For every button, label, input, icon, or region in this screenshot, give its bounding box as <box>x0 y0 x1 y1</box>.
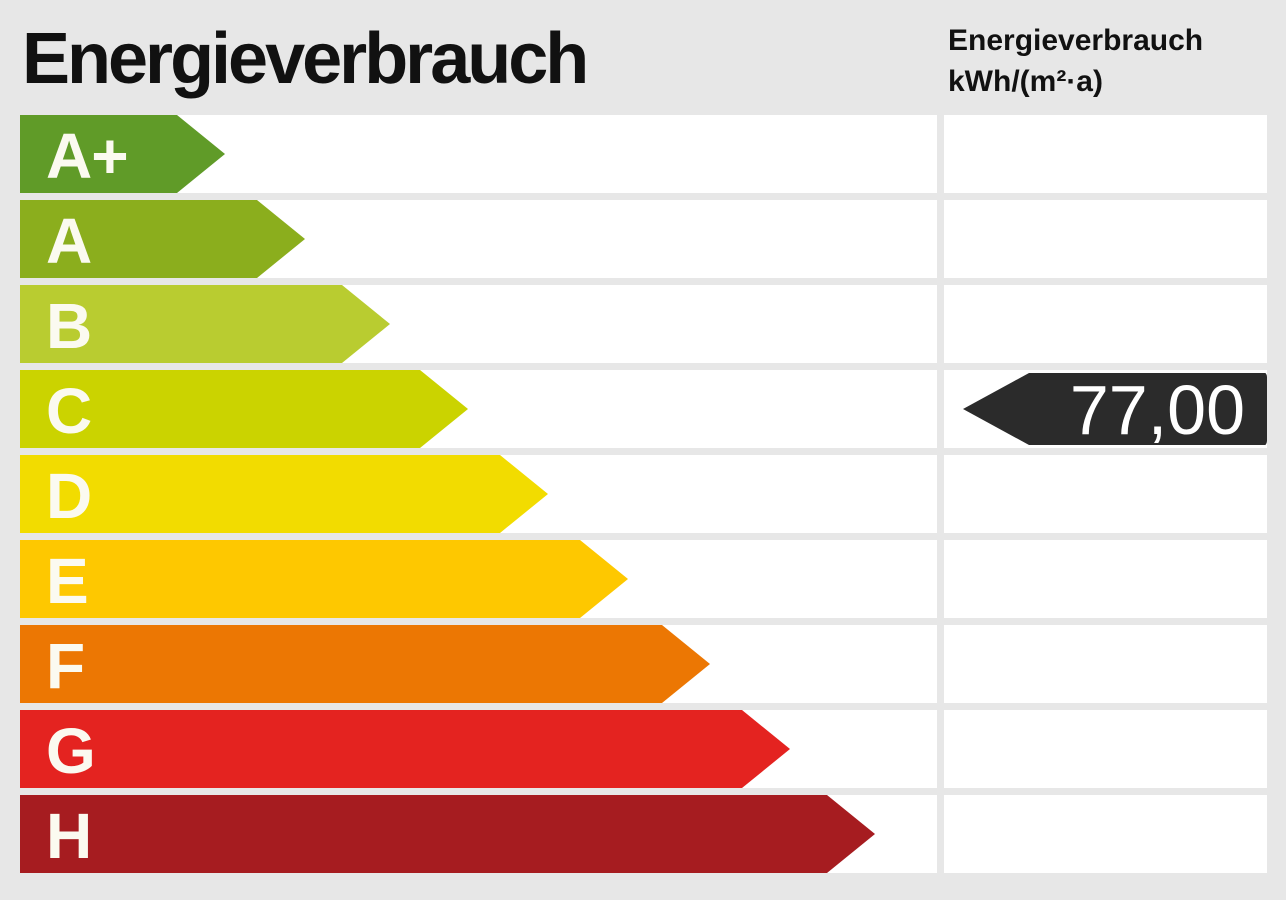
value-cell <box>944 115 1267 193</box>
value-cell <box>944 285 1267 363</box>
unit-label-line1: Energieverbrauch <box>948 24 1204 57</box>
scale-row-b: B <box>20 285 1267 363</box>
value-cell <box>944 710 1267 788</box>
band-cell: F <box>20 625 937 703</box>
value-cell <box>944 455 1267 533</box>
scale-rows: A+ A B C <box>20 115 1267 880</box>
band-letter: G <box>46 714 95 787</box>
band-arrow-d: D <box>20 455 548 533</box>
unit-label: Energieverbrauch kWh/(m²·a) <box>948 20 1203 102</box>
band-letter: D <box>46 459 92 532</box>
band-cell: D <box>20 455 937 533</box>
value-arrow: 77,00 <box>963 371 1267 447</box>
band-arrow-c: C <box>20 370 468 448</box>
value-cell <box>944 625 1267 703</box>
unit-label-line2: kWh/(m²·a) <box>948 65 1103 98</box>
value-cell: 77,00 <box>944 370 1267 448</box>
band-cell: H <box>20 795 937 873</box>
band-arrow-f: F <box>20 625 710 703</box>
band-arrow-g: G <box>20 710 790 788</box>
band-arrow-e: E <box>20 540 628 618</box>
value-text: 77,00 <box>1069 371 1245 449</box>
value-cell <box>944 200 1267 278</box>
scale-row-a: A <box>20 200 1267 278</box>
band-cell: B <box>20 285 937 363</box>
scale-row-g: G <box>20 710 1267 788</box>
scale-row-d: D <box>20 455 1267 533</box>
value-cell <box>944 795 1267 873</box>
band-letter: C <box>46 374 92 447</box>
scale-row-a-plus: A+ <box>20 115 1267 193</box>
band-letter: B <box>46 289 92 362</box>
band-cell: G <box>20 710 937 788</box>
band-arrow-a-plus: A+ <box>20 115 225 193</box>
scale-row-e: E <box>20 540 1267 618</box>
band-cell: A+ <box>20 115 937 193</box>
value-cell <box>944 540 1267 618</box>
band-letter: F <box>46 629 85 702</box>
band-arrow-a: A <box>20 200 305 278</box>
scale-row-c: C 77,00 <box>20 370 1267 448</box>
scale-row-h: H <box>20 795 1267 873</box>
band-cell: E <box>20 540 937 618</box>
band-letter: H <box>46 799 92 872</box>
scale-row-f: F <box>20 625 1267 703</box>
band-cell: A <box>20 200 937 278</box>
band-arrow-b: B <box>20 285 390 363</box>
band-letter: A+ <box>46 119 128 192</box>
band-arrow-h: H <box>20 795 875 873</box>
band-letter: A <box>46 204 92 277</box>
page-title: Energieverbrauch <box>22 19 589 99</box>
band-letter: E <box>46 544 88 617</box>
band-cell: C <box>20 370 937 448</box>
